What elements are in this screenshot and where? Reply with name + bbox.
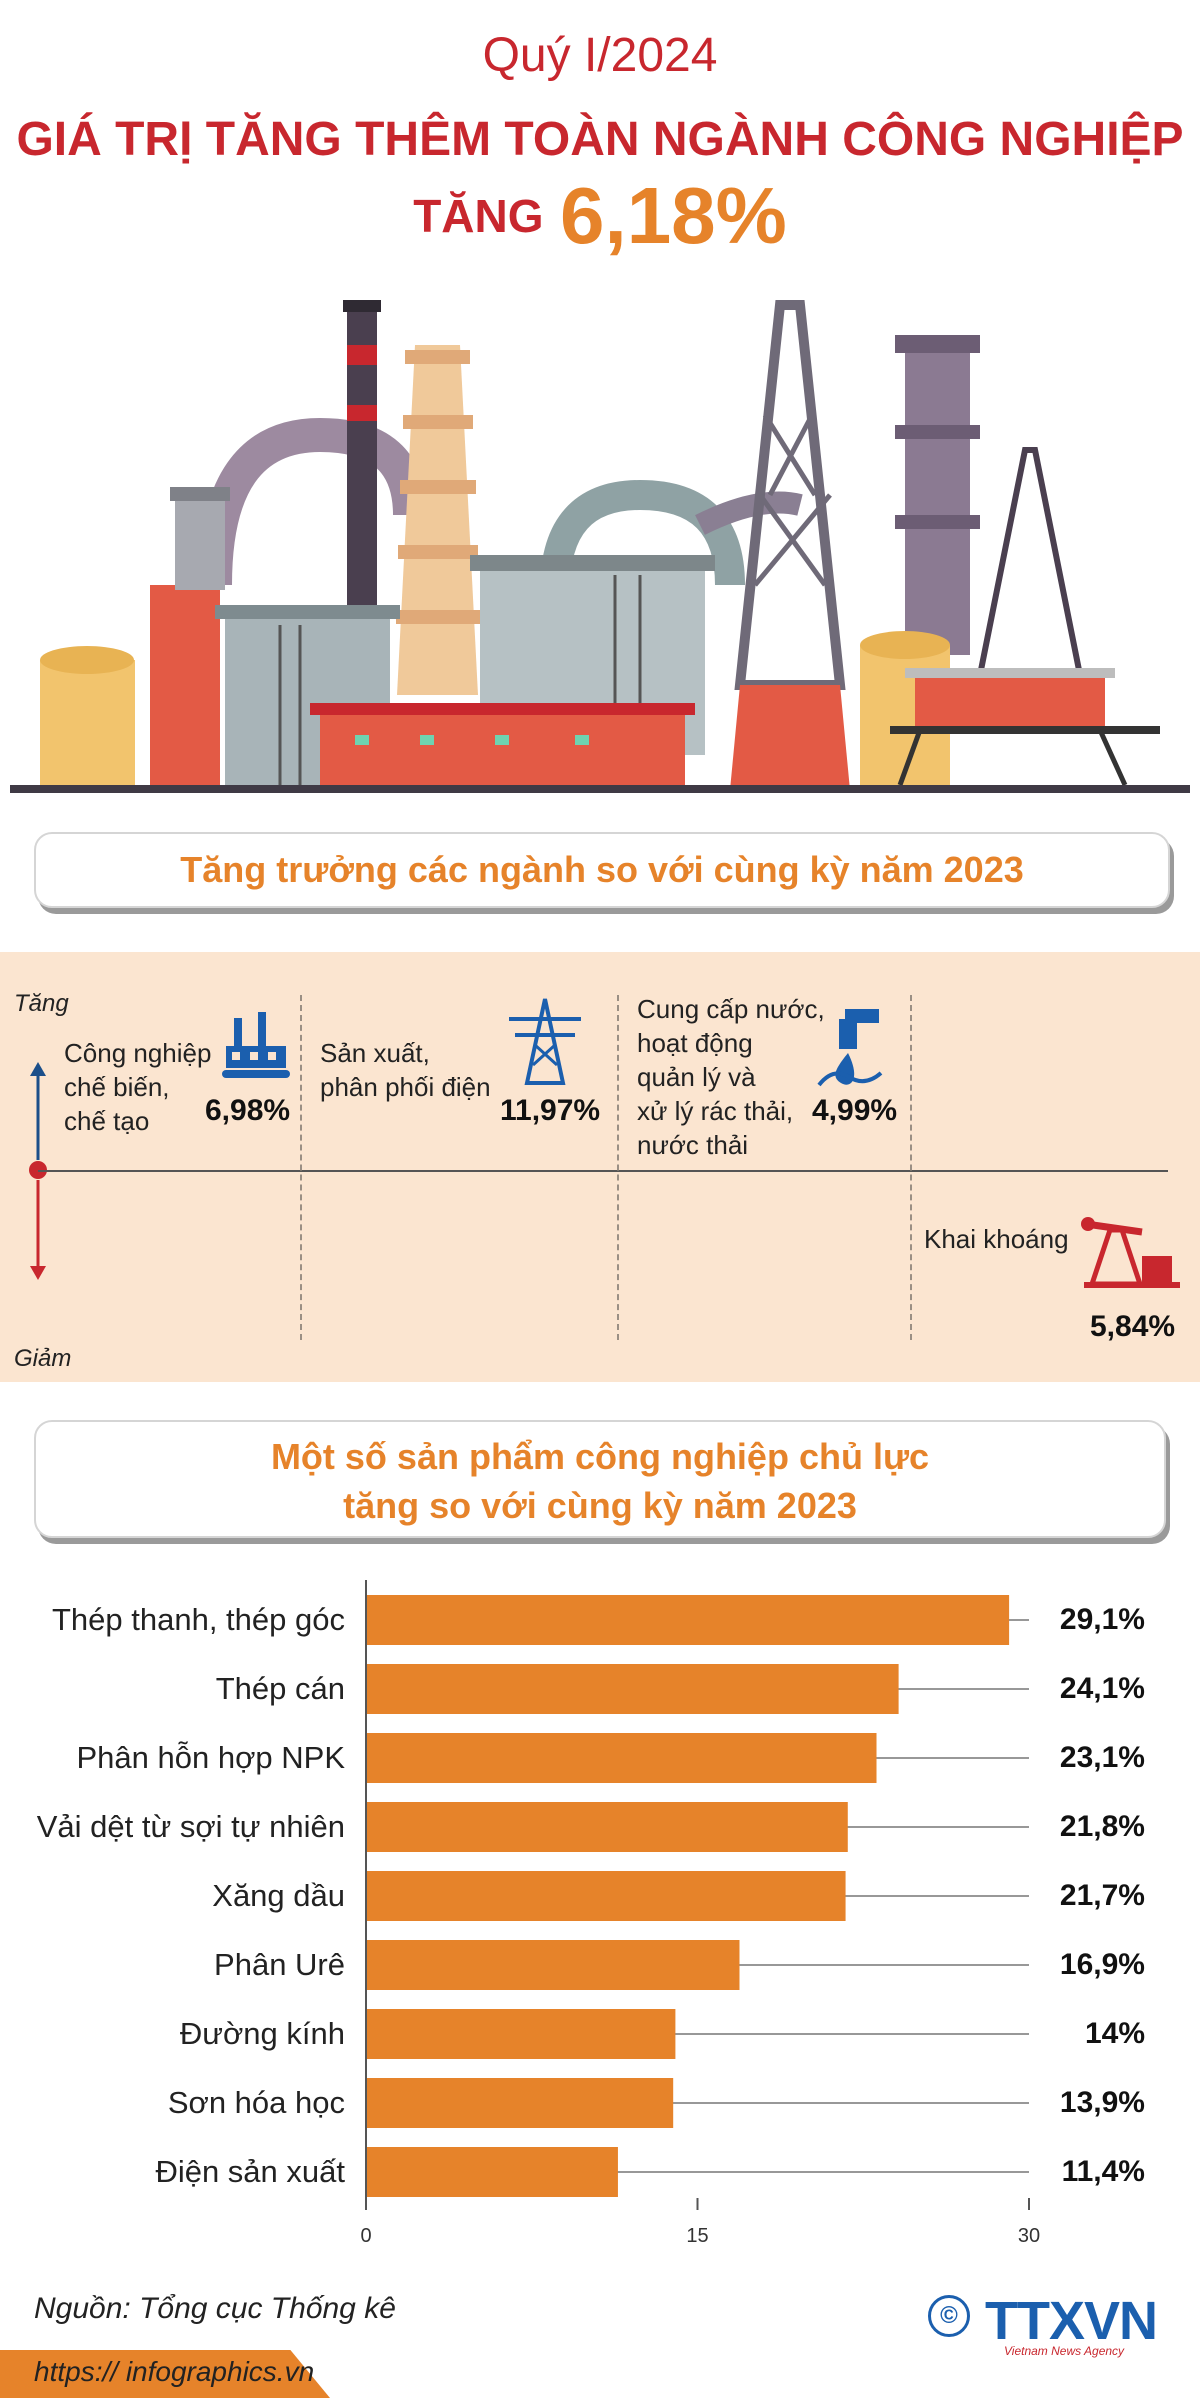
power-tower-icon (509, 998, 581, 1085)
website-link[interactable]: https:// infographics.vn (34, 2356, 315, 2387)
factory-icon (222, 1012, 290, 1078)
headline-prefix: TĂNG (413, 190, 544, 242)
bar-value-label: 21,7% (1059, 1879, 1145, 1912)
bar (366, 1595, 1010, 1645)
zero-baseline (38, 1170, 1168, 1172)
headline-value: TĂNG 6,18% (0, 170, 1200, 262)
bar-category-label: Xăng dầu (212, 1878, 345, 1913)
bar-category-label: Phân hỗn hợp NPK (76, 1740, 345, 1775)
sector-label-electricity: Sản xuất, phân phối điện (320, 1038, 491, 1102)
water-tap-icon (817, 1009, 883, 1087)
sector-label-mining: Khai khoáng (924, 1224, 1069, 1254)
source-note: Nguồn: Tổng cục Thống kê (34, 2292, 396, 2325)
bar-category-label: Điện sản xuất (155, 2154, 345, 2189)
bar (366, 2147, 618, 2197)
bar (366, 1871, 846, 1921)
page-title: GIÁ TRỊ TĂNG THÊM TOÀN NGÀNH CÔNG NGHIỆP (16, 113, 1184, 166)
bar (366, 1664, 899, 1714)
bar (366, 2078, 674, 2128)
headline-percent: 6,18% (559, 171, 787, 260)
bar-category-label: Vải dệt từ sợi tự nhiên (36, 1809, 345, 1844)
bar-value-label: 13,9% (1059, 2086, 1145, 2119)
sector-label-water-waste: Cung cấp nước, hoạt động quản lý và xử l… (637, 994, 825, 1160)
sector-growth-panel (0, 952, 1200, 1382)
sector-growth-heading: Tăng trưởng các ngành so với cùng kỳ năm… (34, 832, 1170, 908)
bar-value-label: 21,8% (1059, 1810, 1145, 1843)
up-down-axis-icon (29, 1062, 47, 1280)
sector-divider (910, 995, 912, 1340)
bar-category-label: Sơn hóa học (167, 2085, 345, 2120)
sector-value-electricity: 11,97% (500, 1094, 601, 1127)
axis-down-label: Giảm (14, 1345, 72, 1372)
sector-divider (300, 995, 302, 1340)
bar-category-label: Phân Urê (214, 1947, 345, 1982)
ttxvn-logo: TTXVN (985, 2291, 1158, 2351)
bar (366, 2009, 676, 2059)
bar (366, 1733, 877, 1783)
oil-pump-icon (1081, 1217, 1180, 1288)
period-label: Quý I/2024 (482, 29, 718, 82)
sector-value-water-waste: 4,99% (812, 1094, 898, 1127)
bar (366, 1940, 740, 1990)
bar-category-label: Đường kính (179, 2016, 345, 2051)
x-tick-label: 0 (360, 2225, 371, 2247)
bar-value-label: 14% (1084, 2017, 1145, 2050)
copyright-icon: © (928, 2295, 970, 2337)
bar-value-label: 16,9% (1059, 1948, 1145, 1981)
sector-value-manufacturing: 6,98% (205, 1094, 291, 1127)
axis-up-label: Tăng (14, 990, 69, 1017)
bar-value-label: 24,1% (1059, 1672, 1145, 1705)
x-tick-label: 30 (1018, 2225, 1040, 2247)
x-tick-label: 15 (686, 2225, 708, 2247)
bar-value-label: 23,1% (1059, 1741, 1145, 1774)
bar (366, 1802, 848, 1852)
url-band (0, 2350, 330, 2398)
industrial-plant-illustration (10, 300, 1190, 793)
product-growth-chart: 0 15 30 (360, 1580, 1040, 2247)
sector-value-mining: 5,84% (1090, 1310, 1176, 1343)
products-heading: Một số sản phẩm công nghiệp chủ lực tăng… (34, 1420, 1166, 1538)
sector-divider (617, 995, 619, 1340)
sector-label-manufacturing: Công nghiệp chế biến, chế tạo (64, 1038, 212, 1136)
logo-subtitle: Vietnam News Agency (1004, 2344, 1125, 2358)
bar-category-label: Thép thanh, thép góc (51, 1602, 345, 1637)
bar-category-label: Thép cán (215, 1671, 345, 1706)
bar-value-label: 11,4% (1061, 2155, 1145, 2188)
bar-value-label: 29,1% (1059, 1603, 1145, 1636)
